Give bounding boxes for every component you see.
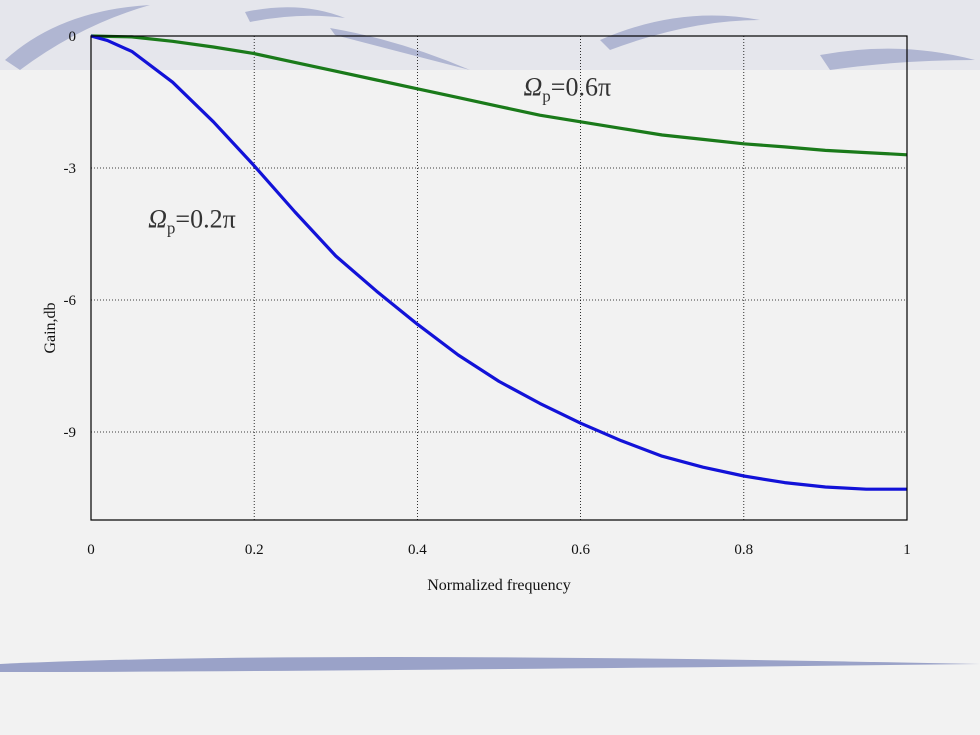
series-line-1 xyxy=(90,34,908,157)
swoosh-1 xyxy=(5,5,150,70)
series-line-2 xyxy=(90,34,907,491)
swoosh-4 xyxy=(600,15,760,50)
y-tick-label: -3 xyxy=(64,161,77,177)
y-tick-label: -9 xyxy=(64,425,77,441)
top-band xyxy=(0,0,980,70)
x-tick-label: 1 xyxy=(903,542,911,558)
plot-frame xyxy=(90,35,908,521)
bottom-divider xyxy=(0,657,980,672)
swoosh-5 xyxy=(820,48,975,70)
top-decoration xyxy=(0,0,980,70)
x-tick-labels: 0 0.2 0.4 0.6 0.8 1 xyxy=(87,542,911,558)
plot-area xyxy=(91,36,907,520)
annotation-label-2: Ωp=0.2π xyxy=(148,204,236,237)
y-tick-label: 0 xyxy=(69,29,77,45)
y-tick-labels: 0 -3 -6 -9 xyxy=(64,29,77,441)
series-layer xyxy=(90,34,908,491)
x-axis-title: Normalized frequency xyxy=(427,577,570,594)
grid xyxy=(91,36,907,520)
y-axis-title: Gain,db xyxy=(42,302,59,353)
annotations: Ωp=0.6π Ωp=0.2π xyxy=(148,72,611,237)
x-tick-label: 0 xyxy=(87,542,95,558)
annotation-label-1: Ωp=0.6π xyxy=(523,72,611,105)
x-tick-label: 0.4 xyxy=(408,542,427,558)
x-tick-label: 0.8 xyxy=(734,542,753,558)
x-tick-label: 0.6 xyxy=(571,542,590,558)
swoosh-2 xyxy=(245,7,345,22)
x-tick-label: 0.2 xyxy=(245,542,264,558)
y-tick-label: -6 xyxy=(64,293,77,309)
swoosh-3 xyxy=(330,28,470,70)
